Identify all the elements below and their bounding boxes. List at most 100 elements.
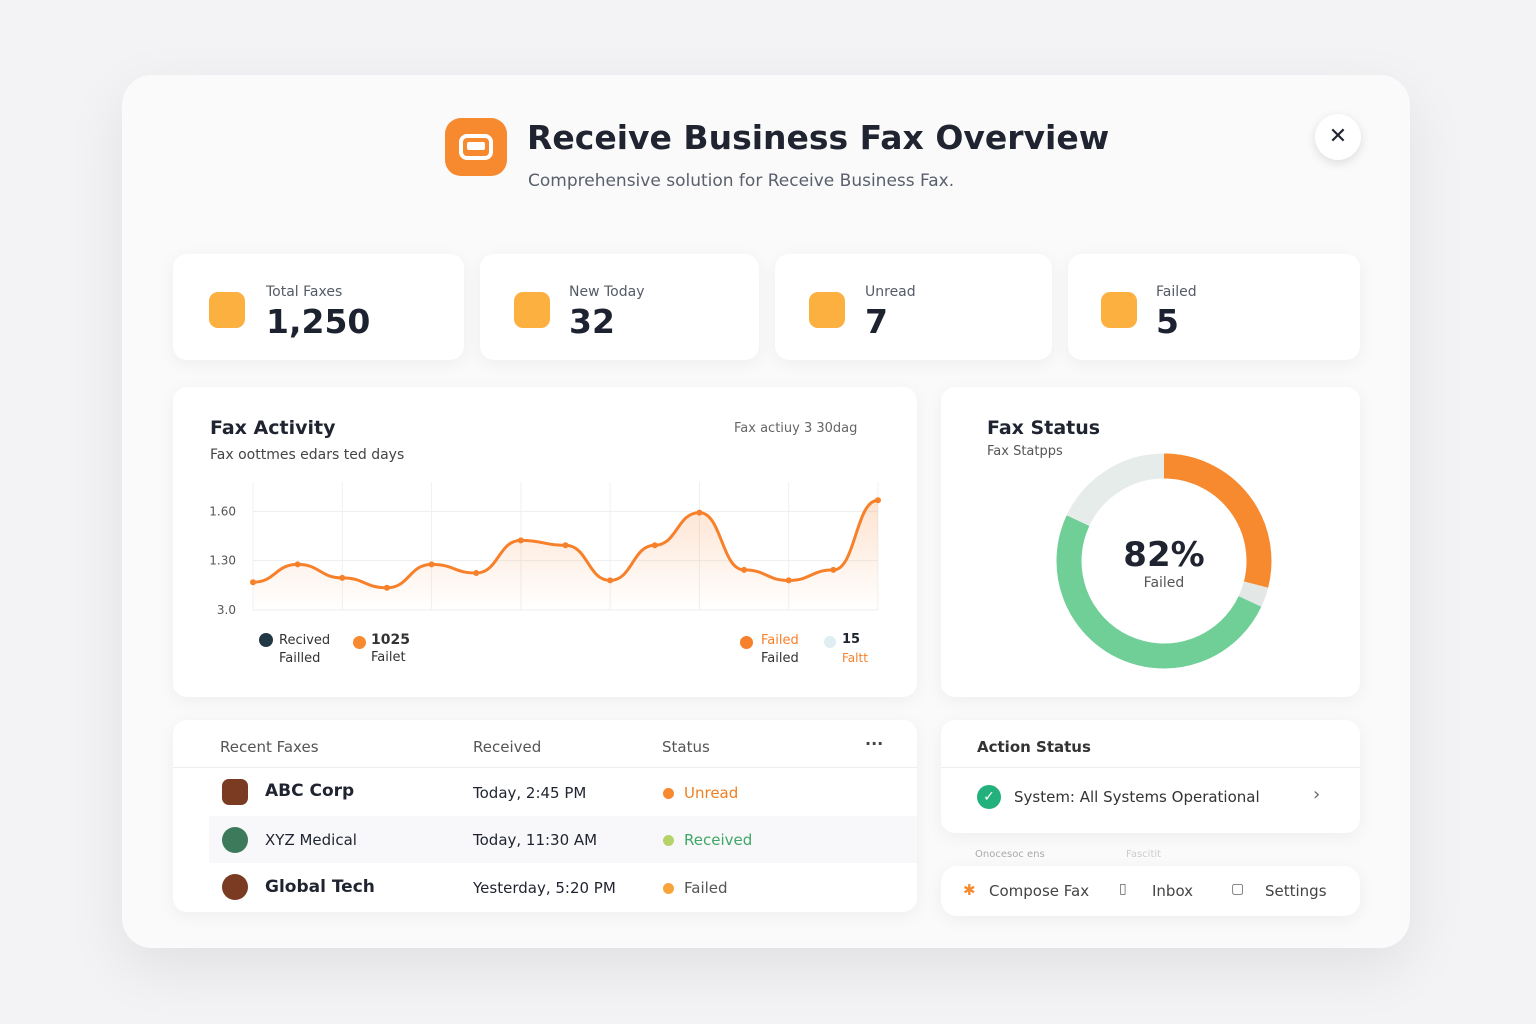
close-button[interactable]: ✕ <box>1315 114 1361 160</box>
status-dot <box>663 835 674 846</box>
row-status: Unread <box>684 784 739 802</box>
card-subtitle: Fax oottmes edars ted days <box>210 447 405 463</box>
line-point <box>875 497 881 504</box>
line-point <box>562 542 569 549</box>
nav-icon: ▯ <box>1119 881 1127 897</box>
stat-card: New Today 32 <box>480 254 759 360</box>
legend-item: Recived Failled <box>279 632 330 668</box>
stat-label: New Today <box>569 284 645 300</box>
card-title: Fax Status <box>987 417 1101 439</box>
line-area <box>253 500 878 610</box>
stat-label: Total Faxes <box>266 284 343 300</box>
card-title: Action Status <box>977 738 1091 756</box>
stat-value: 5 <box>1156 302 1179 341</box>
stat-value: 32 <box>569 302 615 341</box>
line-point <box>473 570 480 576</box>
line-point <box>428 561 435 568</box>
line-point <box>830 566 837 573</box>
legend-dot <box>824 636 836 648</box>
legend-item: Failed Failed <box>761 632 799 668</box>
row-status: Received <box>684 831 753 849</box>
row-status: Failed <box>684 879 728 897</box>
y-tick-label: 3.0 <box>217 603 236 617</box>
stat-value: 7 <box>865 302 888 341</box>
action-item[interactable]: System: All Systems Operational <box>1014 788 1260 806</box>
legend-bottom: Failled <box>279 651 321 666</box>
line-point <box>383 584 390 591</box>
status-dot <box>663 788 674 799</box>
footnote: Fascitit <box>1126 849 1162 860</box>
nav-bar: ✱ Compose Fax ▯ Inbox ▢ Settings <box>941 866 1360 916</box>
divider <box>941 767 1360 768</box>
donut-center-label: Failed <box>1143 575 1185 591</box>
column-header: Received <box>473 738 542 756</box>
recent-table: Recent Faxes Received Status ··· ABC Cor… <box>173 720 917 912</box>
page-title: Receive Business Fax Overview <box>527 118 1110 157</box>
nav-item[interactable]: Compose Fax <box>989 882 1090 900</box>
stat-card: Total Faxes 1,250 <box>173 254 464 360</box>
line-point <box>696 509 703 516</box>
line-chart: 3.0 1.30 1.60 <box>209 482 881 617</box>
line-point <box>517 537 524 544</box>
row-time: Yesterday, 5:20 PM <box>473 879 616 897</box>
donut-segment <box>1066 453 1165 527</box>
header-icon <box>445 118 507 176</box>
status-card: Fax Status Fax Statpps 82% Failed <box>941 387 1360 697</box>
nav-icon: ✱ <box>963 881 976 899</box>
range-select[interactable]: Fax actiuy 3 30dag <box>734 421 858 436</box>
legend-top: 15 <box>842 632 861 647</box>
status-dot <box>663 883 674 894</box>
donut-segment <box>1238 581 1269 607</box>
nav-icon: ▢ <box>1231 881 1245 897</box>
column-header[interactable]: Recent Faxes <box>220 738 319 756</box>
row-time: Today, 11:30 AM <box>473 831 598 849</box>
donut-center-value: 82% <box>1123 535 1205 575</box>
stat-card: Failed 5 <box>1068 254 1360 360</box>
stat-card: Unread 7 <box>775 254 1052 360</box>
line-point <box>741 566 748 573</box>
line-point <box>250 579 256 586</box>
column-header: Status <box>662 738 710 756</box>
legend-top: Failed <box>761 633 799 648</box>
legend-item: 1025 Failet <box>371 631 410 667</box>
row-name[interactable]: XYZ Medical <box>265 831 357 849</box>
card-title: Fax Activity <box>210 417 336 439</box>
donut-segment <box>1163 453 1272 588</box>
line-point <box>785 577 792 584</box>
card-subtitle: Fax Statpps <box>987 444 1063 459</box>
ok-icon: ✓ <box>977 785 1001 809</box>
stat-icon <box>514 292 550 328</box>
row-icon <box>222 779 248 805</box>
nav-item[interactable]: Settings <box>1265 882 1327 900</box>
legend-dot <box>259 633 273 647</box>
nav-item[interactable]: Inbox <box>1152 882 1194 900</box>
stat-icon <box>209 292 245 328</box>
stat-icon <box>1101 292 1137 328</box>
legend-top: Recived <box>279 633 331 648</box>
stat-icon <box>809 292 845 328</box>
legend-bottom: Faltt <box>842 651 868 665</box>
activity-card: Fax Activity Fax oottmes edars ted days … <box>173 387 917 697</box>
row-name[interactable]: Global Tech <box>265 877 375 897</box>
page-subtitle: Comprehensive solution for Receive Busin… <box>528 171 955 191</box>
line-point <box>651 542 658 549</box>
stat-label: Failed <box>1156 284 1197 300</box>
stat-value: 1,250 <box>266 302 371 341</box>
legend-dot <box>353 636 366 649</box>
line-series <box>252 498 879 590</box>
row-name[interactable]: ABC Corp <box>265 781 355 801</box>
divider <box>173 767 917 768</box>
legend-dot <box>740 636 753 649</box>
stat-label: Unread <box>865 284 916 300</box>
chevron: › <box>1313 784 1321 805</box>
fax-glyph <box>459 134 493 160</box>
donut-segment <box>1056 515 1262 669</box>
more-button[interactable]: ··· <box>865 734 884 753</box>
legend-item: 15 Faltt <box>842 631 868 667</box>
action-card: Action Status ✓ System: All Systems Oper… <box>941 720 1360 833</box>
legend-top: 1025 <box>371 632 410 648</box>
footnote: Onocesoc ens <box>975 849 1045 860</box>
row-icon <box>222 827 248 853</box>
